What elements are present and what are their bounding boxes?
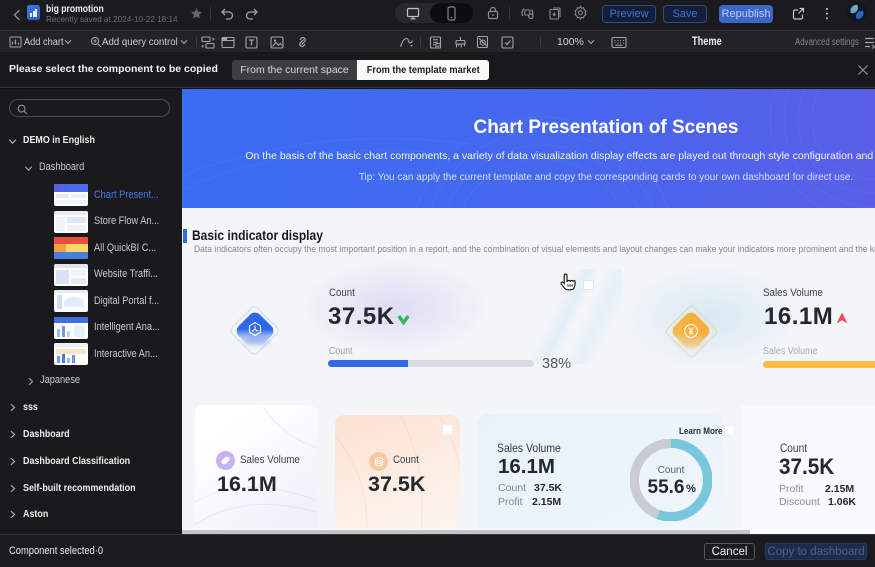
- svg-text:Count: Count: [658, 465, 685, 476]
- svg-text:%: %: [686, 483, 696, 495]
- svg-text:55.6: 55.6: [648, 477, 685, 498]
